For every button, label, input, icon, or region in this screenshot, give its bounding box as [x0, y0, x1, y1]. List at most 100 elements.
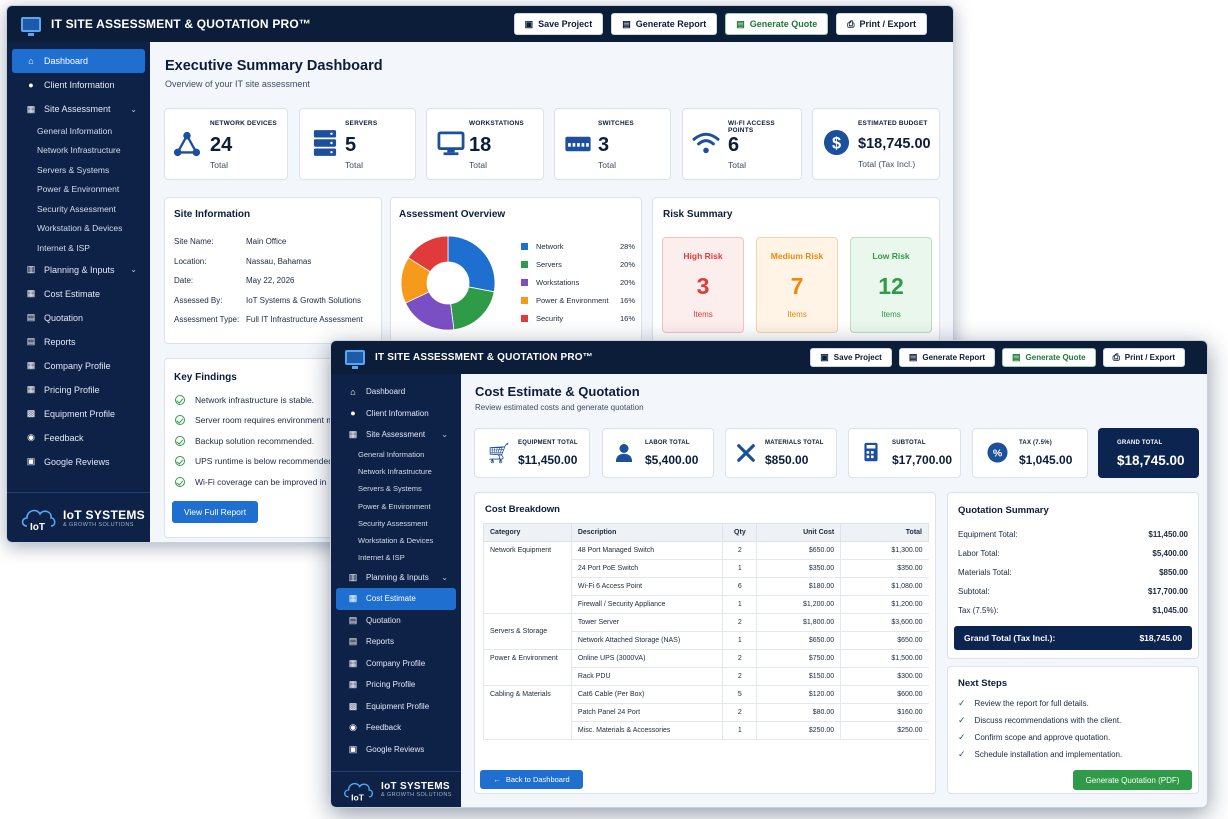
sidebar-item-cost-estimate[interactable]: ▦ Cost Estimate [12, 282, 145, 306]
qty-cell: 2 [722, 541, 757, 560]
table-row: 24 Port PoE Switch 1 $350.00 $350.00 [484, 559, 929, 578]
pricing-icon: ▦ [26, 384, 36, 394]
generate-quote-button[interactable]: ▤ Generate Quote [1002, 348, 1096, 367]
section-title: Key Findings [174, 372, 237, 383]
print-export-button[interactable]: ⎙ Print / Export [836, 13, 927, 35]
legend-label: Security [536, 314, 564, 323]
table-row: Network Attached Storage (NAS) 1 $650.00… [484, 631, 929, 650]
sidebar-subitem[interactable]: Workstation & Devices [358, 536, 434, 546]
svg-text:IoT: IoT [351, 792, 365, 802]
sidebar-item-feedback[interactable]: ◉ Feedback [12, 426, 145, 450]
sidebar-subitem[interactable]: Servers & Systems [358, 484, 422, 494]
printer-icon: ⎙ [847, 18, 855, 29]
sidebar-item-pricing[interactable]: ▦ Pricing Profile [336, 674, 456, 696]
qty-cell: 1 [722, 631, 757, 650]
sidebar-item-reports[interactable]: ▤ Reports [336, 631, 456, 653]
sidebar-item-company[interactable]: ▦ Company Profile [336, 653, 456, 675]
brand-name: IoT SYSTEMS [381, 781, 450, 792]
sidebar-item-cost-estimate[interactable]: ▦ Cost Estimate [336, 588, 456, 610]
sidebar-item-planning[interactable]: ▥ Planning & Inputs ⌄ [336, 567, 456, 589]
sidebar-item-client[interactable]: ● Client Information [12, 73, 145, 97]
site-info-key: Assessment Type: [174, 315, 240, 324]
summary-row: Equipment Total: $11,450.00 [958, 530, 1188, 539]
sidebar-subitem[interactable]: Security Assessment [358, 518, 428, 528]
table-header-row: Category Description Qty Unit Cost Total [483, 523, 929, 542]
sidebar-item-site-assessment[interactable]: ▦ Site Assessment ⌄ [336, 424, 456, 446]
document-icon: ▤ [622, 18, 631, 29]
sidebar-subitem[interactable]: General Information [37, 125, 113, 136]
risk-count: 3 [696, 273, 710, 299]
sidebar-subitem[interactable]: Network Infrastructure [37, 145, 121, 156]
sidebar-item-google-reviews[interactable]: ▣ Google Reviews [12, 450, 145, 474]
stat-value: 24 [210, 134, 233, 156]
risk-low[interactable]: Low Risk 12 Items [850, 237, 932, 333]
stat-value: 18 [469, 134, 492, 156]
sidebar-item-planning[interactable]: ▥ Planning & Inputs ⌄ [12, 258, 145, 282]
sidebar-item-reports[interactable]: ▤ Reports [12, 330, 145, 354]
brand-footer: IoT IoT SYSTEMS & GROWTH SOLUTIONS [331, 771, 461, 807]
sidebar-subitem[interactable]: General Information [358, 449, 425, 459]
stat-card-network-devices: NETWORK DEVICES 24 Total [164, 108, 288, 180]
sidebar-item-dashboard[interactable]: ⌂ Dashboard [12, 49, 145, 73]
total-cell: $3,600.00 [840, 613, 929, 632]
switch-icon [565, 136, 591, 152]
sidebar-subitem[interactable]: Internet & ISP [358, 553, 405, 563]
check-icon: ✓ [958, 715, 966, 725]
sidebar-item-site-assessment[interactable]: ▦ Site Assessment ⌄ [12, 97, 145, 121]
sidebar: ⌂ Dashboard ● Client Information ▦ Site Ass… [331, 374, 461, 807]
unit-cost-cell: $1,200.00 [756, 595, 841, 614]
risk-medium[interactable]: Medium Risk 7 Items [756, 237, 838, 333]
sidebar-item-pricing[interactable]: ▦ Pricing Profile [12, 378, 145, 402]
sidebar-item-client[interactable]: ● Client Information [336, 403, 456, 425]
stat-card-labor: LABOR TOTAL $5,400.00 [602, 428, 714, 478]
generate-report-button[interactable]: ▤ Generate Report [898, 348, 996, 367]
sidebar-item-company[interactable]: ▦ Company Profile [12, 354, 145, 378]
view-full-report-button[interactable]: View Full Report [172, 501, 258, 523]
total-cell: $160.00 [840, 703, 929, 722]
sidebar-item-equipment[interactable]: ▩ Equipment Profile [12, 402, 145, 426]
qty-cell: 2 [722, 703, 757, 722]
print-export-button[interactable]: ⎙ Print / Export [1102, 348, 1185, 367]
stat-sub: Total (Tax Incl.) [858, 159, 916, 169]
sidebar-subitem[interactable]: Workstation & Devices [37, 223, 123, 234]
generate-quote-button[interactable]: ▤ Generate Quote [725, 13, 829, 35]
sidebar-subitem[interactable]: Internet & ISP [37, 242, 90, 253]
save-icon: ▣ [524, 18, 534, 29]
sidebar-subitem[interactable]: Network Infrastructure [358, 466, 432, 476]
sidebar-item-dashboard[interactable]: ⌂ Dashboard [336, 381, 456, 403]
total-cell: $1,300.00 [840, 541, 929, 560]
save-project-button[interactable]: ▣ Save Project [810, 348, 892, 367]
sidebar-subitem[interactable]: Servers & Systems [37, 164, 110, 175]
legend-percent: 16% [619, 296, 635, 305]
generate-report-button[interactable]: ▤ Generate Report [611, 13, 718, 35]
sidebar-subitem[interactable]: Power & Environment [37, 184, 120, 195]
sidebar-item-feedback[interactable]: ◉ Feedback [336, 717, 456, 739]
risk-high[interactable]: High Risk 3 Items [662, 237, 744, 333]
sidebar-item-google-reviews[interactable]: ▣ Google Reviews [336, 739, 456, 761]
sidebar-item-quotation[interactable]: ▤ Quotation [336, 610, 456, 632]
brand-footer: IoT IoT SYSTEMS & GROWTH SOLUTIONS [7, 492, 150, 542]
unit-cost-cell: $350.00 [756, 559, 841, 578]
stat-label: TAX (7.5%) [1019, 440, 1052, 446]
sidebar-subitem[interactable]: Security Assessment [37, 203, 116, 214]
table-row: Power & Environment Online UPS (3000VA) … [483, 649, 929, 686]
sidebar-item-quotation[interactable]: ▤ Quotation [12, 306, 145, 330]
section-title: Risk Summary [663, 209, 733, 220]
server-icon [313, 130, 337, 156]
stat-value: 6 [728, 134, 740, 156]
monitor-logo-icon [21, 16, 41, 36]
sidebar-subitem[interactable]: Power & Environment [358, 501, 431, 511]
legend-swatch [521, 279, 528, 286]
save-icon: ▣ [820, 352, 829, 362]
calculator-icon: ▦ [26, 288, 36, 298]
back-to-dashboard-button[interactable]: ← Back to Dashboard [480, 770, 583, 789]
stat-sub: Total [210, 160, 228, 170]
save-project-button[interactable]: ▣ Save Project [513, 13, 604, 35]
legend-item: Power & Environment 16% [521, 296, 635, 305]
svg-text:$: $ [832, 134, 841, 152]
generate-quotation-pdf-button[interactable]: Generate Quotation (PDF) [1073, 770, 1192, 790]
description-cell: Cat6 Cable (Per Box) [570, 685, 723, 704]
app-title: IT SITE ASSESSMENT & QUOTATION PRO™ [51, 17, 312, 31]
stat-card-materials: MATERIALS TOTAL $850.00 [725, 428, 837, 478]
sidebar-item-equipment[interactable]: ▩ Equipment Profile [336, 696, 456, 718]
